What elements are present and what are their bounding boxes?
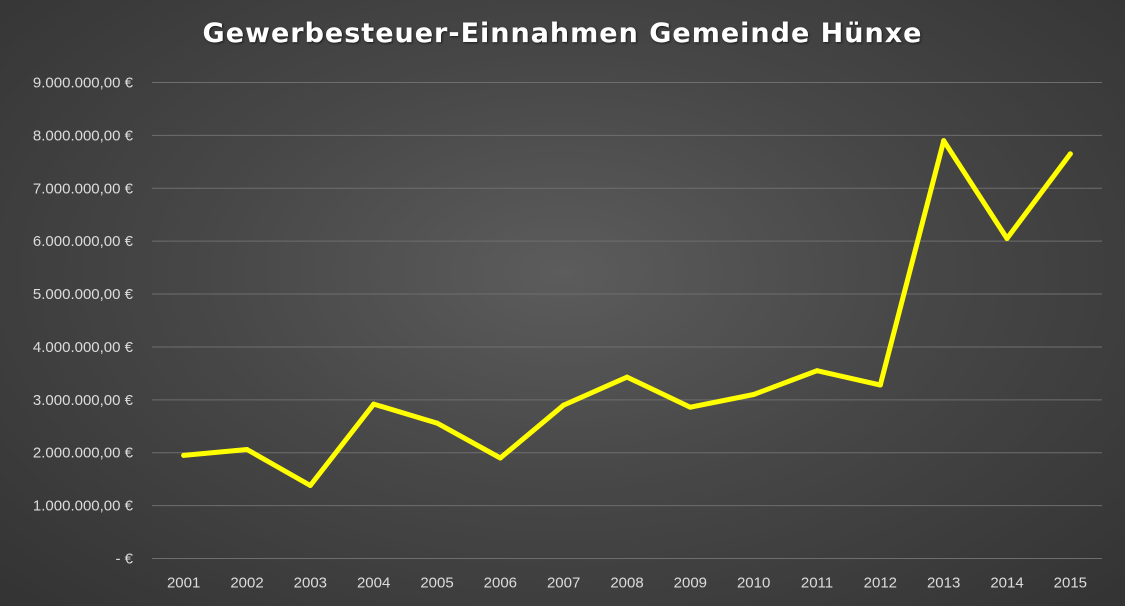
y-tick-label: 8.000.000,00 € <box>33 127 134 144</box>
x-axis-tick-labels: 2001 2002 2003 2004 2005 2006 2007 2008 2009 2010… <box>167 575 1087 592</box>
data-point <box>497 455 503 461</box>
x-tick-label: 2003 <box>294 575 327 592</box>
data-point <box>877 382 883 388</box>
y-axis-tick-labels: - € 1.000.000,00 € 2.000.000,00 € 3.000.000… <box>33 75 134 568</box>
y-tick-label: 9.000.000,00 € <box>33 75 134 92</box>
data-point <box>941 138 947 144</box>
y-tick-label: 1.000.000,00 € <box>33 498 134 515</box>
data-point <box>814 368 820 374</box>
data-point <box>307 483 313 489</box>
x-tick-label: 2013 <box>927 575 960 592</box>
y-tick-label: - € <box>115 551 133 568</box>
data-point <box>624 374 630 380</box>
x-tick-label: 2010 <box>737 575 770 592</box>
x-tick-label: 2008 <box>610 575 643 592</box>
x-tick-label: 2014 <box>990 575 1023 592</box>
y-tick-label: 4.000.000,00 € <box>33 339 134 356</box>
chart-title: Gewerbesteuer-Einnahmen Gemeinde Hünxe <box>202 18 923 49</box>
x-tick-label: 2009 <box>674 575 707 592</box>
data-point <box>371 401 377 407</box>
y-tick-label: 2.000.000,00 € <box>33 445 134 462</box>
data-point <box>181 452 187 458</box>
y-tick-label: 3.000.000,00 € <box>33 392 134 409</box>
data-point <box>751 392 757 398</box>
data-point <box>244 447 250 453</box>
series-layer <box>181 138 1073 489</box>
y-tick-label: 5.000.000,00 € <box>33 286 134 303</box>
x-tick-label: 2007 <box>547 575 580 592</box>
x-tick-label: 2006 <box>484 575 517 592</box>
x-tick-label: 2015 <box>1054 575 1087 592</box>
x-tick-label: 2005 <box>420 575 453 592</box>
data-point <box>561 402 567 408</box>
x-tick-label: 2002 <box>230 575 263 592</box>
data-point <box>1004 236 1010 242</box>
y-tick-label: 6.000.000,00 € <box>33 233 134 250</box>
data-point <box>687 404 693 410</box>
x-tick-label: 2011 <box>801 575 833 592</box>
x-tick-label: 2012 <box>864 575 897 592</box>
data-point <box>1067 151 1073 157</box>
data-point <box>434 420 440 426</box>
grid-lines <box>152 82 1102 559</box>
x-tick-label: 2004 <box>357 575 390 592</box>
y-tick-label: 7.000.000,00 € <box>33 180 134 197</box>
x-tick-label: 2001 <box>167 575 200 592</box>
series-line <box>181 138 1073 488</box>
